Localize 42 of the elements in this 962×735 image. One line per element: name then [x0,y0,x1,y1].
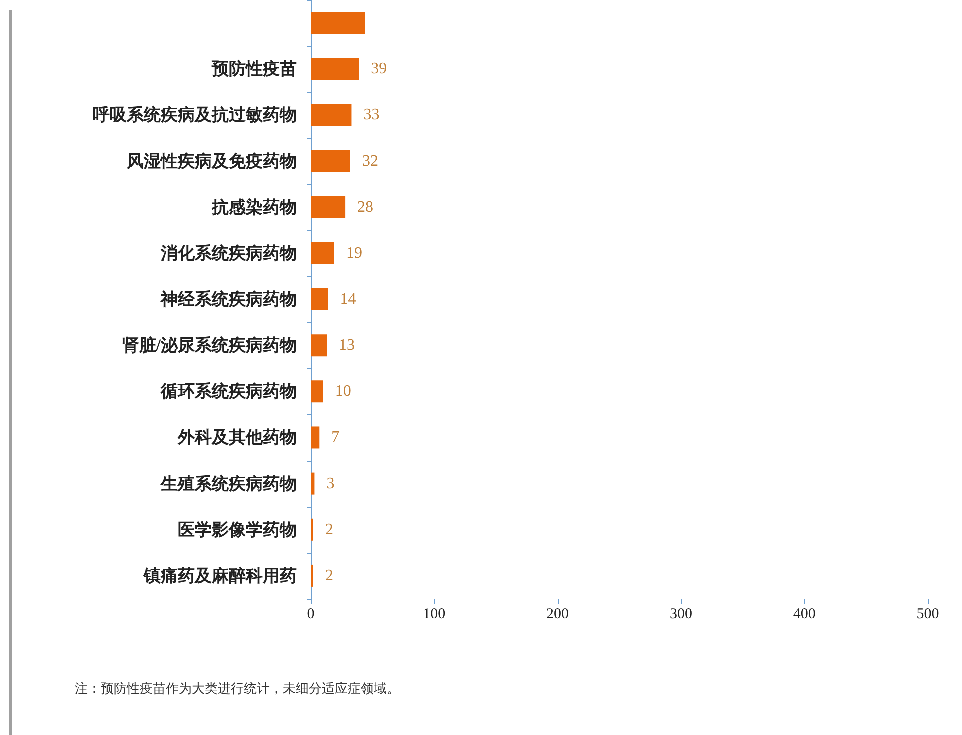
data-label: 2 [325,521,334,538]
x-tick-label: 500 [916,606,940,622]
y-tick-label: 呼吸系统疾病及抗过敏药物 [93,106,297,125]
y-tick-label: 风湿性疾病及免疫药物 [126,152,297,171]
data-label: 7 [332,429,340,446]
data-label: 2 [325,567,334,584]
bar [311,150,350,172]
y-tick-label: 抗感染药物 [211,198,297,217]
data-label: 10 [335,383,352,400]
x-tick-label: 300 [670,606,692,622]
bar [311,242,334,264]
data-label: 28 [358,198,374,216]
data-label: 39 [371,60,388,78]
y-tick-label: 医学影像学药物 [178,520,297,540]
y-tick-label: 循环系统疾病药物 [160,382,297,402]
bar [311,104,352,126]
bar [311,426,320,449]
x-tick-label: 0 [307,606,315,622]
y-tick-label: 外科及其他药物 [177,428,297,448]
y-tick-label: 生殖系统疾病药物 [160,474,297,494]
y-tick-label: 预防性疫苗 [211,60,297,79]
data-label: 19 [346,244,362,262]
data-label: 13 [339,337,356,354]
bar [311,380,324,403]
data-label: 32 [362,152,378,170]
data-label: 33 [364,106,380,124]
bar [311,196,346,218]
data-label: 14 [340,291,356,308]
data-label: 3 [326,475,335,492]
y-tick-label: 消化系统疾病药物 [160,244,297,263]
y-tick-label: 肾脏/泌尿系统疾病药物 [122,336,297,356]
bar [311,12,366,34]
y-tick-label: 神经系统疾病药物 [160,290,297,309]
bar [311,472,315,495]
text: 注：预防性疫苗作为大类进行统计，未细分适应症领域。 [75,681,400,698]
x-tick-label: 200 [546,606,570,622]
x-tick-label: 400 [793,606,816,622]
bar [311,58,360,80]
bar [311,334,328,357]
y-tick-label: 镇痛药及麻醉科用药 [143,566,297,586]
x-tick-label: 100 [423,606,446,622]
bar [311,288,328,310]
